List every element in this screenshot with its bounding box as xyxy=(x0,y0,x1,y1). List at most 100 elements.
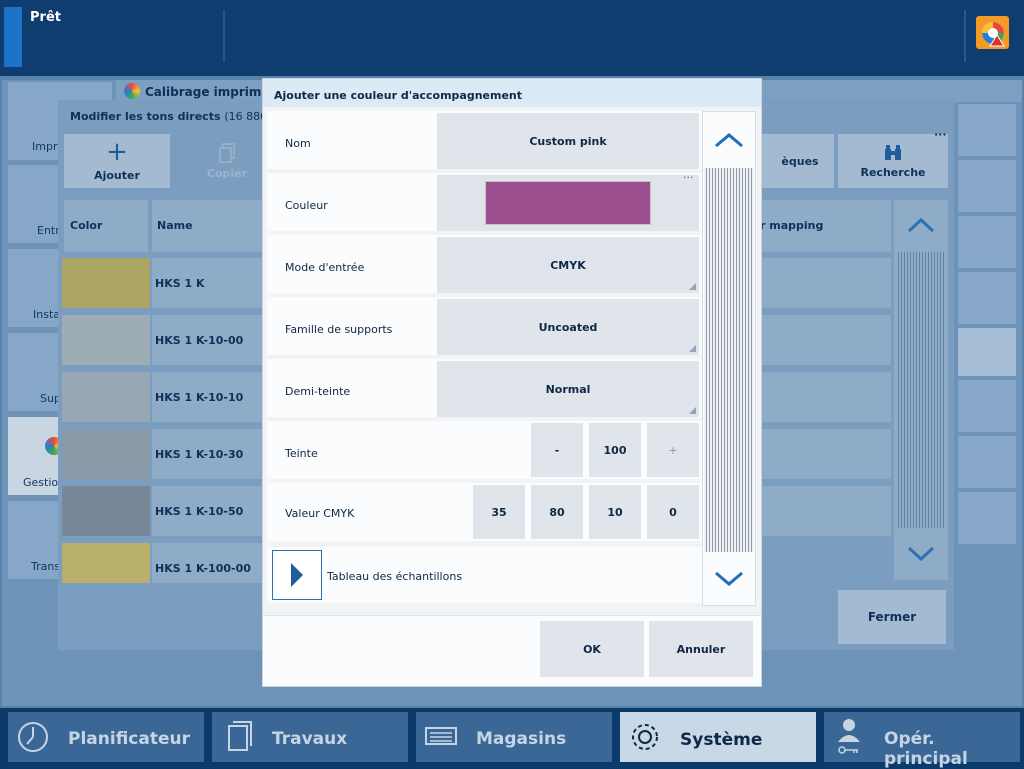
gear-icon xyxy=(632,724,658,750)
color-wheel-warning-icon[interactable] xyxy=(976,16,1009,49)
row-mapping-cell xyxy=(755,486,891,536)
close-button[interactable]: Fermer xyxy=(838,590,946,644)
table-scroll-up-icon[interactable] xyxy=(894,202,948,248)
cmyk-cyan-field[interactable]: 35 xyxy=(473,485,525,539)
cmyk-label: Valeur CMYK xyxy=(285,507,355,520)
dropdown-corner-icon xyxy=(689,345,696,352)
row-name: HKS 1 K-10-50 xyxy=(155,505,244,518)
table-row[interactable] xyxy=(152,372,272,422)
table-row[interactable] xyxy=(152,429,272,479)
tile xyxy=(958,328,1016,376)
row-name: HKS 1 K-10-10 xyxy=(155,391,244,404)
tint-increase-button[interactable]: + xyxy=(647,423,699,477)
tab-label: Magasins xyxy=(476,729,567,749)
row-name: HKS 1 K xyxy=(155,277,205,290)
tab-travaux[interactable]: Travaux xyxy=(212,712,408,762)
tile xyxy=(958,104,1016,156)
add-button[interactable]: + Ajouter xyxy=(64,134,170,188)
swatch xyxy=(62,543,150,583)
cmyk-magenta-field[interactable]: 80 xyxy=(531,485,583,539)
swatch xyxy=(62,315,150,365)
tab-planificateur[interactable]: Planificateur xyxy=(8,712,204,762)
column-header-name-label: Name xyxy=(157,219,193,232)
media-family-select[interactable]: Uncoated xyxy=(437,299,699,355)
dialog-scrollbar[interactable] xyxy=(702,111,756,606)
cmyk-yellow-field[interactable]: 10 xyxy=(589,485,641,539)
sidebar-label: Impri xyxy=(32,140,61,153)
media-family-value: Uncoated xyxy=(538,320,598,334)
divider xyxy=(964,10,966,62)
sidebar-label: Insta xyxy=(33,308,61,321)
copy-button-label: Copier xyxy=(206,166,248,180)
row-name: HKS 1 K-10-30 xyxy=(155,448,244,461)
halftone-value: Normal xyxy=(545,382,591,396)
search-button[interactable]: Recherche xyxy=(838,134,948,188)
dropdown-corner-icon xyxy=(689,283,696,290)
calibration-title: Calibrage imprim. xyxy=(145,85,266,99)
tab-operateur-principal[interactable]: Opér. principal xyxy=(824,712,1020,769)
top-status-bar: Prêt xyxy=(0,0,1024,76)
column-header-color-label: Color xyxy=(70,219,103,232)
row-name: HKS 1 K-10-00 xyxy=(155,334,244,347)
row-mapping-cell xyxy=(755,315,891,365)
plus-icon: + xyxy=(106,136,128,167)
row-mapping-cell xyxy=(755,258,891,308)
more-icon[interactable]: ··· xyxy=(934,128,947,141)
table-row[interactable] xyxy=(152,543,272,583)
ok-button[interactable]: OK xyxy=(540,621,644,677)
table-row[interactable] xyxy=(152,258,272,308)
row-mapping-cell xyxy=(755,372,891,422)
tray-icon xyxy=(425,727,457,745)
play-triangle-icon xyxy=(291,563,303,587)
tile xyxy=(958,216,1016,268)
color-swatch[interactable] xyxy=(485,181,651,225)
libraries-button-label: èques xyxy=(781,154,819,168)
color-label: Couleur xyxy=(285,199,328,212)
tab-magasins[interactable]: Magasins xyxy=(416,712,612,762)
binoculars-icon xyxy=(885,144,901,160)
tint-value[interactable]: 100 xyxy=(589,423,641,477)
tint-decrease-button[interactable]: - xyxy=(531,423,583,477)
tile xyxy=(958,160,1016,212)
swatch xyxy=(62,372,150,422)
tile xyxy=(958,272,1016,324)
column-header-color[interactable] xyxy=(64,200,148,252)
halftone-select[interactable]: Normal xyxy=(437,361,699,417)
printer-status-text: Prêt xyxy=(30,10,61,25)
table-scroll-down-icon[interactable] xyxy=(894,532,948,576)
scroll-up-icon[interactable] xyxy=(703,114,755,166)
input-mode-value: CMYK xyxy=(550,258,586,272)
add-button-label: Ajouter xyxy=(94,168,140,182)
name-label: Nom xyxy=(285,137,311,150)
more-options-icon[interactable]: ··· xyxy=(683,171,694,184)
name-field[interactable]: Custom pink xyxy=(437,113,699,169)
expand-samples-button[interactable] xyxy=(272,550,322,600)
table-scroll-track[interactable] xyxy=(896,252,944,528)
sidebar-label: Sup xyxy=(40,392,61,405)
status-indicator xyxy=(4,7,22,67)
tile xyxy=(958,492,1016,544)
cmyk-black-field[interactable]: 0 xyxy=(647,485,699,539)
tab-label: Opér. principal xyxy=(884,729,968,769)
swatch xyxy=(62,429,150,479)
tint-label: Teinte xyxy=(285,447,318,460)
sidebar-label: Trans xyxy=(31,560,61,573)
scroll-track[interactable] xyxy=(704,168,754,552)
halftone-label: Demi-teinte xyxy=(285,385,351,398)
copy-icon xyxy=(219,142,235,163)
tab-label: Planificateur xyxy=(68,729,190,749)
tab-systeme[interactable]: Système xyxy=(620,712,816,762)
media-family-label: Famille de supports xyxy=(285,323,393,336)
table-row[interactable] xyxy=(152,486,272,536)
spot-colors-title: Modifier les tons directs (16 880 ton xyxy=(70,110,289,123)
search-button-label: Recherche xyxy=(860,165,926,179)
column-header-name[interactable] xyxy=(152,200,272,252)
samples-label: Tableau des échantillons xyxy=(327,570,463,583)
scroll-down-icon[interactable] xyxy=(703,554,755,604)
table-row[interactable] xyxy=(152,315,272,365)
sidebar-label: Gestion xyxy=(23,476,66,489)
cancel-button[interactable]: Annuler xyxy=(649,621,753,677)
column-header-mapping[interactable] xyxy=(755,200,891,252)
swatch xyxy=(62,258,150,308)
input-mode-select[interactable]: CMYK xyxy=(437,237,699,293)
